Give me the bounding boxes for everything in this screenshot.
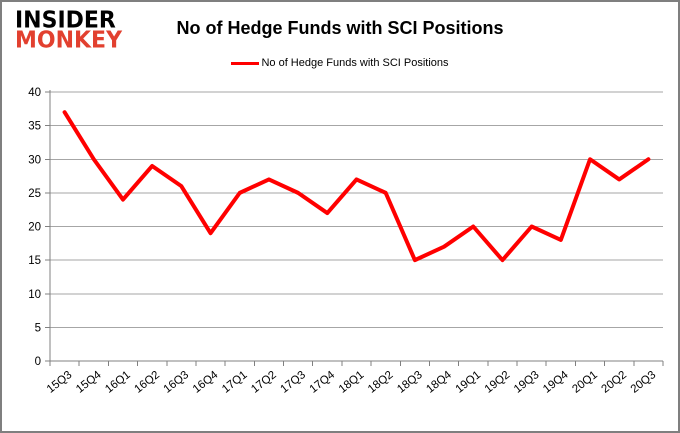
x-axis-label: 16Q1 (103, 369, 133, 396)
logo-line1: INSIDER (15, 7, 116, 34)
y-axis-label: 40 (28, 87, 41, 99)
chart-title: No of Hedge Funds with SCI Positions (176, 18, 504, 38)
logo-line2: MONKEY (15, 27, 123, 55)
x-axis-label: 18Q3 (395, 369, 425, 396)
x-axis-label: 18Q1 (337, 369, 367, 396)
x-axis-label: 15Q3 (45, 369, 75, 396)
x-axis-label: 17Q3 (278, 369, 308, 396)
x-axis-label: 18Q2 (366, 369, 396, 396)
x-axis-label: 18Q4 (424, 369, 454, 396)
x-axis-label: 20Q3 (629, 369, 659, 396)
x-axis-label: 17Q2 (249, 369, 279, 396)
x-axis-label: 16Q4 (191, 369, 221, 396)
legend-label: No of Hedge Funds with SCI Positions (261, 57, 449, 69)
chart-legend: No of Hedge Funds with SCI Positions (2, 57, 678, 69)
y-axis-label: 10 (28, 289, 41, 301)
x-axis-label: 16Q3 (162, 369, 192, 396)
y-axis-label: 20 (28, 222, 41, 234)
x-axis-label: 17Q1 (220, 369, 250, 396)
y-axis-label: 0 (35, 356, 41, 368)
y-axis-label: 35 (28, 121, 41, 133)
x-axis-label: 19Q1 (454, 369, 484, 396)
y-axis-label: 25 (28, 188, 41, 200)
x-axis-label: 16Q2 (132, 369, 162, 396)
x-axis-label: 19Q2 (483, 369, 513, 396)
y-axis-label: 5 (35, 322, 41, 334)
x-axis-label: 15Q4 (74, 369, 104, 396)
x-axis-label: 17Q4 (308, 369, 338, 396)
x-axis-label: 19Q4 (541, 369, 571, 396)
x-axis-label: 20Q2 (599, 369, 629, 396)
x-axis-label: 20Q1 (570, 369, 600, 396)
series-line (62, 110, 651, 263)
insider-monkey-logo: INSIDER MONKEY (15, 7, 123, 55)
x-axis-label: 19Q3 (512, 369, 542, 396)
y-axis-label: 15 (28, 255, 41, 267)
legend-line-marker (231, 61, 260, 65)
y-axis-label: 30 (28, 154, 41, 166)
